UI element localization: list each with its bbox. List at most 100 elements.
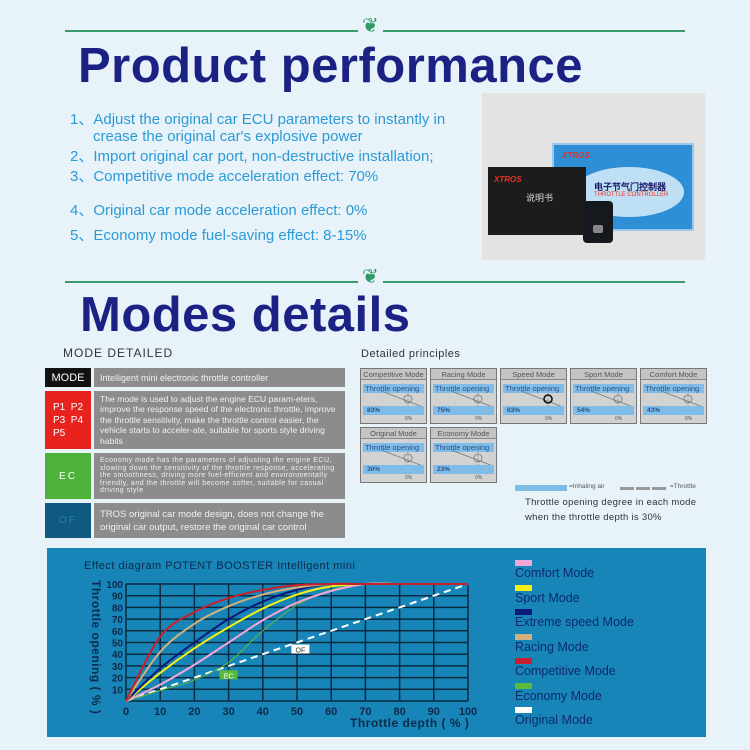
principles-heading: Detailed principles	[361, 348, 461, 360]
legend-item: Competitive Mode	[515, 658, 695, 678]
throttle-valve-icon	[660, 387, 704, 417]
mode-row-mode: MODE Intelligent mini electronic throttl…	[45, 368, 345, 387]
legend-item: Original Mode	[515, 707, 695, 727]
legend-swatch	[515, 560, 532, 566]
legend-item: Economy Mode	[515, 682, 695, 703]
card-value: 83%	[363, 406, 424, 415]
card-band-label: Throttle opening	[363, 384, 424, 393]
mode-desc: The mode is used to adjust the engine EC…	[94, 391, 345, 449]
feature-item: 3、Competitive mode acceleration effect: …	[70, 168, 379, 185]
ornament-icon: ❦	[358, 16, 383, 36]
card-zero: 0%	[405, 416, 413, 422]
card-value: 75%	[433, 406, 494, 415]
card-value: 63%	[503, 406, 564, 415]
chart-xlabel: Throttle depth ( % )	[350, 716, 470, 730]
principles-caption-1: Throttle opening degree in each mode	[525, 497, 697, 508]
feature-list: 1、Adjust the original car ECU parameters…	[70, 110, 470, 246]
legend-label: Original Mode	[515, 713, 593, 727]
annotation-box	[291, 644, 310, 654]
card-value: 43%	[643, 406, 704, 415]
legend-item: Comfort Mode	[515, 560, 695, 580]
chart-title: Effect diagram POTENT BOOSTER Intelligen…	[84, 560, 356, 572]
product-photo: XTROS 电子节气门控制器 THROTTLE CONTROLLER XTROS…	[482, 93, 705, 260]
y-tick-label: 60	[112, 627, 124, 638]
card-zero: 0%	[475, 475, 483, 481]
y-tick-label: 100	[106, 580, 123, 591]
card-zero: 0%	[475, 416, 483, 422]
principle-card: Racing Mode Throttle opening 75% 0%	[430, 368, 497, 424]
manual-booklet: XTROS 说明书	[488, 167, 586, 235]
feature-item-cont: crease the original car's explosive powe…	[93, 128, 363, 145]
throttle-valve-icon	[450, 387, 494, 417]
legend-label: Economy Mode	[515, 688, 602, 703]
mode-desc: TROS original car mode design, does not …	[94, 503, 345, 538]
legend-air-label: =Inhaling air	[569, 483, 605, 490]
mode-label: MODE	[45, 368, 91, 387]
principle-card: Comfort Mode Throttle opening 43% 0%	[640, 368, 707, 424]
throttle-valve-icon	[590, 387, 634, 417]
mode-label: EC	[45, 453, 91, 499]
legend-label: Comfort Mode	[515, 566, 595, 580]
card-title: Speed Mode	[501, 369, 566, 380]
card-zero: 0%	[405, 475, 413, 481]
principle-card: Economy Mode Throttle opening 23% 0%	[430, 427, 497, 483]
y-tick-label: 50	[112, 639, 124, 650]
x-tick-label: 60	[325, 706, 337, 718]
legend-label: Racing Mode	[515, 639, 589, 654]
throttle-valve-icon	[380, 387, 424, 417]
principle-card: Original Mode Throttle opening 30% 0%	[360, 427, 427, 483]
card-band-label: Throttle opening	[433, 443, 494, 452]
principle-card: Speed Mode Throttle opening 63% 0%	[500, 368, 567, 424]
card-zero: 0%	[615, 416, 623, 422]
card-zero: 0%	[685, 416, 693, 422]
card-title: Economy Mode	[431, 428, 496, 439]
effect-chart: 0 10 20 30 40 50 60 70 80 90 100102030405060708090…	[106, 580, 477, 718]
card-title: Original Mode	[361, 428, 426, 439]
card-title: Racing Mode	[431, 369, 496, 380]
card-title: Comfort Mode	[641, 369, 706, 380]
legend-label: Competitive Mode	[515, 664, 616, 678]
mode-label: OF	[45, 503, 91, 538]
legend-label: Sport Mode	[515, 590, 580, 605]
ornament-icon: ❦	[358, 267, 383, 287]
legend-throttle-swatch	[620, 487, 668, 490]
chart-legend: Comfort Mode Sport Mode Extreme speed Mode…	[515, 560, 695, 732]
x-tick-label: 100	[459, 706, 477, 718]
modes-title: Modes details	[80, 288, 411, 342]
legend-item: Sport Mode	[515, 584, 695, 605]
card-value: 23%	[433, 465, 494, 474]
y-tick-label: 20	[112, 674, 124, 685]
throttle-valve-icon	[380, 446, 424, 476]
y-tick-label: 90	[112, 592, 124, 603]
legend-air-swatch	[515, 485, 567, 491]
legend-swatch	[515, 584, 532, 591]
y-tick-label: 70	[112, 615, 124, 626]
annotation-label: EC	[224, 673, 234, 680]
card-band-label: Throttle opening	[503, 384, 564, 393]
mode-detailed-heading: MODE DETAILED	[63, 346, 174, 360]
feature-item: 2、Import original car port, non-destruct…	[70, 148, 434, 165]
feature-item: 4、Original car mode acceleration effect:…	[70, 202, 368, 219]
x-tick-label: 0	[123, 706, 129, 718]
effect-diagram-panel: Effect diagram POTENT BOOSTER Intelligen…	[47, 548, 706, 737]
legend-swatch	[515, 658, 532, 664]
legend-swatch	[515, 633, 532, 640]
card-band-label: Throttle opening	[363, 443, 424, 452]
principles-caption-2: when the throttle depth is 30%	[525, 512, 662, 523]
x-tick-label: 30	[222, 706, 234, 718]
legend-throttle-label: =Throttle	[670, 483, 696, 490]
legend-swatch	[515, 682, 532, 689]
throttle-valve-icon	[520, 387, 564, 417]
y-tick-label: 80	[112, 603, 124, 614]
legend-item: Extreme speed Mode	[515, 609, 695, 629]
y-tick-label: 40	[112, 650, 124, 661]
feature-item: 5、Economy mode fuel-saving effect: 8-15%	[70, 227, 367, 244]
mode-label: P1 P2 P3 P4 P5	[45, 391, 91, 449]
series-line-original-mode	[125, 583, 469, 702]
controller-device	[583, 201, 613, 243]
x-tick-label: 10	[154, 706, 166, 718]
page-title: Product performance	[78, 39, 584, 93]
throttle-valve-icon	[450, 446, 494, 476]
x-tick-label: 40	[257, 706, 269, 718]
y-tick-label: 30	[112, 662, 124, 673]
